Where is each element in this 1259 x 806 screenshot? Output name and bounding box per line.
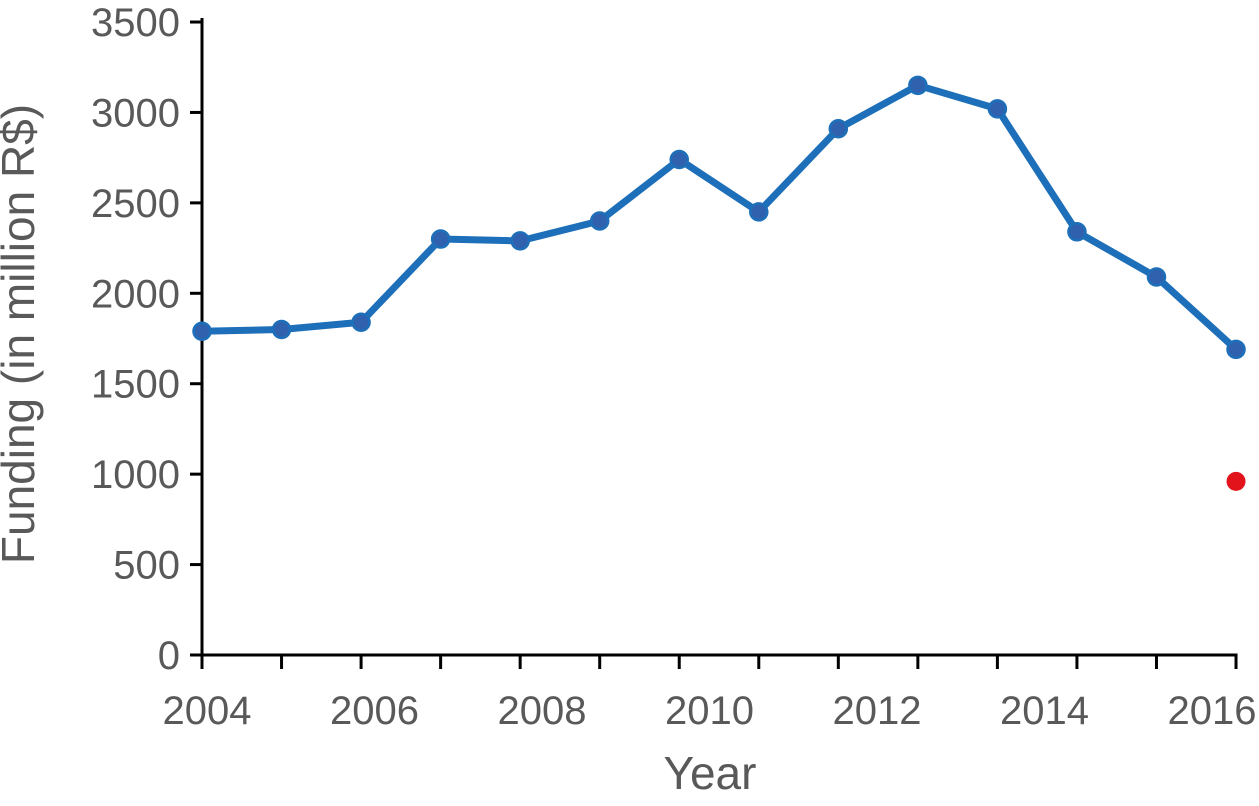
y-tick-label-0: 0 — [158, 634, 180, 678]
data-point-2009 — [589, 211, 610, 231]
data-point-2014 — [987, 99, 1008, 119]
data-point-2015 — [1067, 222, 1087, 242]
data-point-2011 — [749, 202, 769, 222]
data-point-2007 — [430, 229, 451, 249]
funding-line — [198, 81, 1240, 353]
x-tick-label-2016: 2016 — [1168, 689, 1257, 733]
data-point-2010 — [669, 149, 689, 170]
y-tick-label-2500: 2500 — [91, 182, 180, 226]
data-point-2017 — [1226, 339, 1246, 360]
data-point-2016 — [1146, 267, 1167, 287]
data-point-2013 — [908, 75, 928, 96]
data-point-2012 — [828, 118, 849, 139]
x-tick-label-2010: 2010 — [665, 689, 754, 733]
data-point-2005 — [271, 319, 292, 340]
y-tick-label-2000: 2000 — [91, 272, 180, 316]
data-point-2008 — [510, 231, 530, 251]
funding-highlight-2017 — [1226, 471, 1246, 491]
x-axis-title: Year — [664, 747, 757, 799]
y-tick-label-500: 500 — [113, 544, 180, 588]
y-axis-title: Funding (in million R$) — [0, 104, 44, 564]
data-point-2004 — [192, 321, 212, 342]
y-tick-label-1500: 1500 — [91, 363, 180, 407]
y-tick-label-3000: 3000 — [91, 91, 180, 135]
x-tick-label-2006: 2006 — [330, 689, 419, 733]
x-tick-label-2004: 2004 — [163, 689, 252, 733]
x-tick-label-2012: 2012 — [833, 689, 922, 733]
data-point-2006 — [351, 312, 371, 332]
y-tick-label-1000: 1000 — [91, 453, 180, 497]
x-tick-label-2008: 2008 — [498, 689, 587, 733]
y-tick-label-3500: 3500 — [91, 1, 180, 45]
x-tick-label-2014: 2014 — [1000, 689, 1089, 733]
